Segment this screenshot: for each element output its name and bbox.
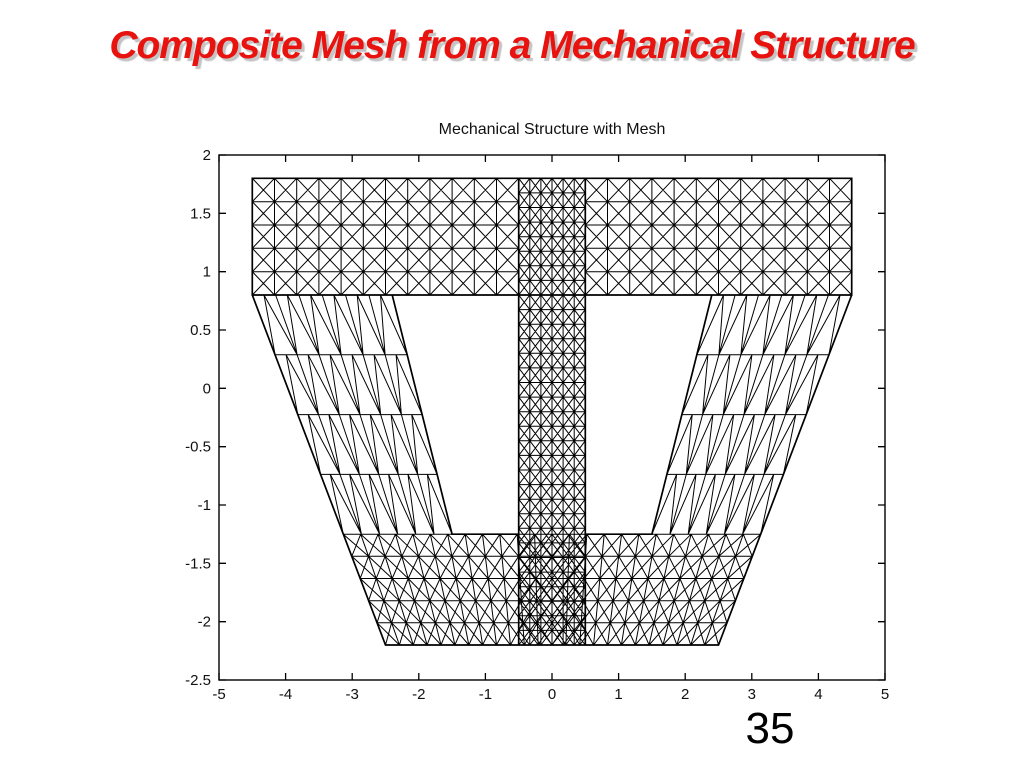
page-number: 35	[745, 704, 795, 753]
x-tick-label: 5	[881, 686, 889, 703]
slide-title: Composite Mesh from a Mechanical Structu…	[109, 24, 915, 67]
y-tick-label: 1.5	[190, 205, 211, 222]
finite-element-mesh	[251, 177, 853, 646]
x-tick-label: 2	[681, 686, 689, 703]
x-tick-label: 1	[614, 686, 622, 703]
x-tick-label: -5	[212, 686, 225, 703]
y-tick-label: 2	[203, 147, 211, 164]
y-tick-label: -1	[198, 497, 211, 514]
y-tick-label: -1.5	[185, 555, 211, 572]
x-tick-label: -3	[346, 686, 359, 703]
y-tick-label: 0.5	[190, 322, 211, 339]
x-tick-label: 0	[548, 686, 556, 703]
x-tick-label: -4	[279, 686, 292, 703]
x-tick-label: -1	[479, 686, 492, 703]
x-tick-label: 3	[748, 686, 756, 703]
tick-marks	[218, 154, 886, 681]
structure-outline	[251, 177, 853, 646]
y-tick-label: -2.5	[185, 672, 211, 689]
x-tick-label: 4	[814, 686, 822, 703]
y-tick-label: -0.5	[185, 439, 211, 456]
figure-title: Mechanical Structure with Mesh	[438, 121, 666, 138]
x-tick-label: -2	[412, 686, 425, 703]
y-tick-label: 0	[203, 380, 211, 397]
y-tick-label: 1	[203, 264, 211, 281]
y-tick-label: -2	[198, 614, 211, 631]
